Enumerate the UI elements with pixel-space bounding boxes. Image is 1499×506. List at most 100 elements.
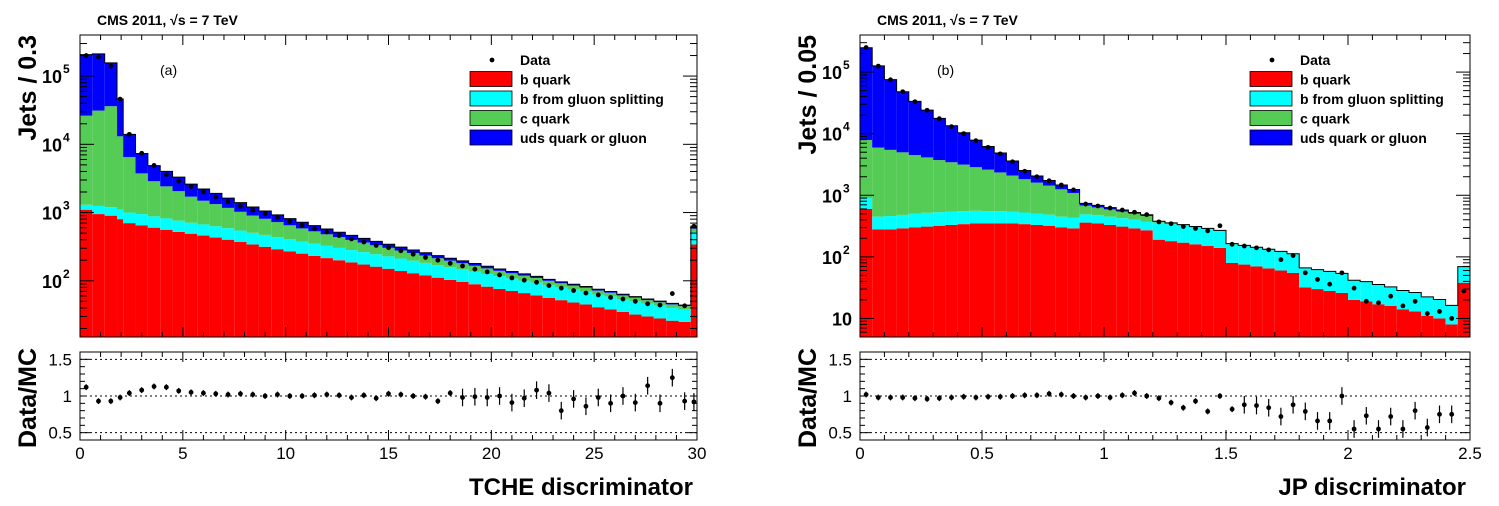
data-point-41 bbox=[583, 290, 589, 296]
bar-bgsp-22 bbox=[1128, 219, 1141, 229]
data-point-45 bbox=[1412, 298, 1418, 304]
ratio-point-9 bbox=[188, 389, 194, 395]
bar-c-22 bbox=[1128, 213, 1141, 220]
bar-bgsp-18 bbox=[1079, 214, 1092, 223]
bar-bgsp-25 bbox=[1165, 224, 1178, 242]
ratio-point-16 bbox=[275, 392, 280, 397]
y-tick-exp: 5 bbox=[63, 62, 70, 76]
x-tick-label: 20 bbox=[482, 444, 501, 463]
bar-uds-40 bbox=[567, 284, 580, 286]
bar-c-15 bbox=[258, 218, 272, 235]
bar-b-29 bbox=[431, 277, 445, 337]
data-point-46 bbox=[1424, 311, 1430, 316]
y-tick-exp: 5 bbox=[843, 58, 850, 72]
bar-b-28 bbox=[1201, 246, 1214, 337]
data-point-10 bbox=[201, 189, 206, 195]
ratio-point-36 bbox=[521, 395, 527, 401]
bar-b-17 bbox=[283, 251, 296, 337]
ratio-point-48 bbox=[1449, 411, 1455, 417]
bar-bgsp-0 bbox=[860, 198, 873, 209]
data-point-43 bbox=[608, 295, 614, 300]
data-point-11 bbox=[997, 151, 1003, 157]
data-point-27 bbox=[1193, 225, 1198, 231]
ratio-point-34 bbox=[1278, 414, 1284, 419]
y-tick-exp: 3 bbox=[843, 181, 850, 195]
y-tick-base: 10 bbox=[42, 135, 62, 155]
legend-label-b: b quark bbox=[1300, 72, 1351, 88]
bar-b-34 bbox=[1274, 270, 1287, 337]
ratio-point-28 bbox=[1205, 409, 1211, 414]
ratio-point-45 bbox=[1412, 408, 1418, 414]
bar-c-24 bbox=[369, 245, 383, 255]
bar-bgsp-8 bbox=[957, 211, 970, 225]
data-point-31 bbox=[1241, 243, 1247, 249]
ratio-point-13 bbox=[238, 391, 243, 397]
ratio-tick-label: 1 bbox=[63, 387, 72, 406]
data-point-4 bbox=[126, 131, 132, 137]
data-point-13 bbox=[238, 203, 243, 209]
ratio-point-1 bbox=[875, 395, 881, 400]
bar-b-23 bbox=[357, 264, 370, 337]
x-tick-label: 5 bbox=[178, 444, 187, 463]
bar-c-40 bbox=[567, 285, 580, 290]
data-point-18 bbox=[299, 222, 305, 228]
bar-c-6 bbox=[147, 181, 161, 217]
bar-bgsp-19 bbox=[1091, 215, 1104, 224]
ratio-point-22 bbox=[349, 395, 354, 400]
bar-b-15 bbox=[1043, 225, 1056, 337]
bar-b-47 bbox=[653, 318, 667, 337]
bar-uds-6 bbox=[933, 118, 946, 161]
bar-bgsp-24 bbox=[1152, 222, 1165, 240]
bar-bgsp-28 bbox=[419, 262, 432, 276]
bar-c-23 bbox=[1140, 215, 1153, 222]
ratio-point-39 bbox=[558, 408, 564, 414]
bar-uds-42 bbox=[592, 289, 605, 291]
bar-b-21 bbox=[332, 260, 346, 337]
data-point-17 bbox=[287, 219, 293, 224]
bar-c-0 bbox=[80, 115, 93, 205]
bar-bgsp-17 bbox=[1067, 217, 1080, 229]
bar-bgsp-11 bbox=[994, 211, 1007, 224]
ratio-point-47 bbox=[1437, 411, 1442, 417]
bar-c-26 bbox=[394, 250, 408, 259]
bar-bgsp-21 bbox=[1116, 218, 1129, 227]
ratio-point-40 bbox=[1351, 426, 1357, 432]
ratio-point-15 bbox=[1046, 391, 1052, 397]
bar-b-0 bbox=[860, 208, 873, 337]
bar-uds-0 bbox=[860, 47, 873, 140]
ratio-point-7 bbox=[163, 384, 169, 390]
bar-uds-30 bbox=[444, 258, 457, 261]
bar-uds-2 bbox=[884, 79, 897, 150]
ratio-point-23 bbox=[1144, 393, 1150, 399]
ratio-point-35 bbox=[509, 400, 515, 405]
data-point-22 bbox=[1132, 209, 1137, 215]
x-tick-label: 25 bbox=[585, 444, 604, 463]
bar-bgsp-47 bbox=[653, 305, 667, 319]
bar-b-13 bbox=[1018, 224, 1031, 337]
bar-b-50 bbox=[690, 244, 697, 337]
y-tick-text: 10 bbox=[832, 309, 852, 329]
bar-b-5 bbox=[921, 226, 934, 337]
bar-bgsp-28 bbox=[1201, 229, 1214, 247]
bar-b-1 bbox=[872, 229, 885, 337]
bar-c-2 bbox=[884, 149, 897, 217]
bar-b-41 bbox=[1360, 301, 1373, 337]
bar-bgsp-15 bbox=[1043, 214, 1056, 226]
y-tick-label: 10 3 bbox=[822, 181, 850, 206]
bar-bgsp-39 bbox=[1335, 273, 1348, 293]
bar-bgsp-29 bbox=[431, 265, 445, 278]
bar-bgsp-30 bbox=[1226, 244, 1239, 263]
y-tick-exp: 2 bbox=[843, 243, 850, 257]
bar-c-43 bbox=[604, 292, 617, 297]
data-point-16 bbox=[275, 215, 280, 221]
bar-b-6 bbox=[933, 225, 946, 337]
legend-label-b: b quark bbox=[520, 72, 571, 88]
bar-bgsp-20 bbox=[1104, 216, 1117, 225]
ratio-point-27 bbox=[410, 393, 416, 399]
bar-b-14 bbox=[1030, 224, 1043, 337]
bar-bgsp-22 bbox=[345, 250, 358, 263]
data-point-46 bbox=[645, 301, 651, 307]
bar-b-20 bbox=[1104, 224, 1117, 337]
